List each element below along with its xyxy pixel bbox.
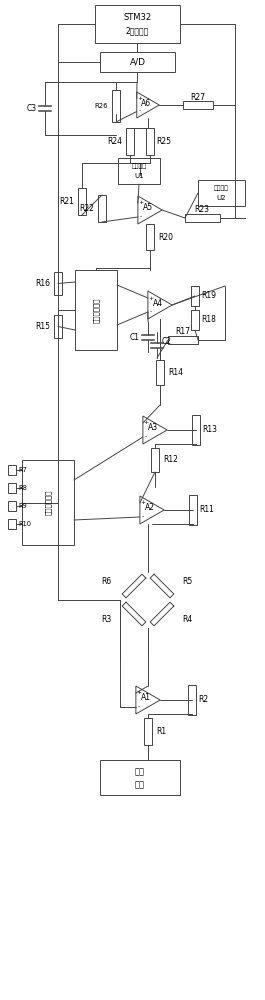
- Bar: [168, 336, 198, 344]
- Bar: [191, 310, 199, 330]
- Text: R3: R3: [102, 614, 112, 624]
- Text: 四路模拟开关: 四路模拟开关: [45, 490, 51, 515]
- Text: +: +: [140, 500, 145, 506]
- Text: C3: C3: [27, 104, 37, 113]
- Bar: [198, 180, 245, 206]
- Text: R17: R17: [175, 328, 191, 336]
- Bar: [146, 224, 154, 250]
- Text: U1: U1: [134, 173, 144, 179]
- Bar: [8, 465, 16, 475]
- Bar: [144, 718, 152, 745]
- Text: R26: R26: [94, 103, 108, 109]
- Text: 信号: 信号: [135, 780, 145, 789]
- Text: A6: A6: [141, 99, 151, 107]
- Text: R2: R2: [198, 696, 208, 704]
- Text: R8: R8: [18, 485, 27, 491]
- Text: R6: R6: [102, 576, 112, 585]
- Text: R23: R23: [195, 206, 210, 215]
- Bar: [112, 90, 120, 122]
- Bar: [118, 158, 160, 184]
- Text: A/D: A/D: [130, 57, 145, 66]
- Text: +: +: [148, 296, 153, 300]
- Text: A3: A3: [148, 424, 158, 432]
- Text: R7: R7: [18, 467, 27, 473]
- Text: R22: R22: [79, 204, 94, 213]
- Text: 参考信号: 参考信号: [131, 163, 147, 169]
- Text: +: +: [143, 420, 148, 426]
- Text: A5: A5: [143, 204, 153, 213]
- Text: A2: A2: [145, 504, 155, 512]
- Text: R4: R4: [182, 614, 192, 624]
- Text: -: -: [142, 514, 144, 520]
- Text: 参考信号: 参考信号: [214, 185, 229, 191]
- Bar: [8, 501, 16, 511]
- Bar: [78, 188, 86, 215]
- Text: -: -: [139, 108, 141, 113]
- Bar: [75, 270, 117, 350]
- Text: R11: R11: [199, 506, 214, 514]
- Bar: [126, 128, 134, 155]
- Text: R12: R12: [163, 456, 178, 464]
- Bar: [192, 415, 200, 445]
- Text: -: -: [140, 215, 142, 220]
- Bar: [185, 214, 220, 222]
- Text: R21: R21: [59, 197, 74, 206]
- Text: U2: U2: [217, 195, 226, 201]
- Bar: [146, 128, 154, 155]
- Text: STM32: STM32: [123, 13, 152, 22]
- Bar: [54, 315, 62, 338]
- Text: R5: R5: [182, 576, 192, 585]
- Text: R9: R9: [18, 503, 27, 509]
- Bar: [191, 286, 199, 306]
- Text: R19: R19: [201, 292, 216, 300]
- Bar: [156, 360, 164, 385]
- Text: -: -: [145, 434, 147, 440]
- Bar: [8, 519, 16, 529]
- Text: R15: R15: [35, 322, 50, 331]
- Text: R1: R1: [156, 727, 166, 736]
- Text: +: +: [138, 200, 144, 206]
- Text: R25: R25: [156, 137, 171, 146]
- Bar: [151, 448, 159, 472]
- Text: R24: R24: [107, 137, 122, 146]
- Bar: [100, 52, 175, 72]
- Text: A1: A1: [141, 694, 151, 702]
- Text: R20: R20: [158, 232, 173, 241]
- Text: R14: R14: [168, 368, 183, 377]
- Text: 二路可控开关: 二路可控开关: [93, 297, 99, 323]
- Text: R13: R13: [202, 426, 217, 434]
- Text: R27: R27: [191, 94, 205, 103]
- Bar: [22, 460, 74, 545]
- Text: +: +: [137, 97, 142, 102]
- Bar: [95, 5, 180, 43]
- Bar: [183, 101, 213, 109]
- Bar: [98, 195, 106, 222]
- Text: +: +: [136, 690, 142, 696]
- Text: 获取: 获取: [135, 768, 145, 777]
- Text: C1: C1: [130, 332, 140, 342]
- Text: A4: A4: [153, 298, 163, 308]
- Bar: [100, 760, 180, 795]
- Bar: [8, 483, 16, 493]
- Text: -: -: [138, 704, 140, 710]
- Text: R10: R10: [18, 521, 31, 527]
- Text: R16: R16: [35, 279, 50, 288]
- Text: C2: C2: [162, 338, 172, 347]
- Bar: [188, 685, 196, 715]
- Text: -: -: [150, 310, 152, 314]
- Bar: [189, 495, 197, 525]
- Text: 2控制芯片: 2控制芯片: [126, 26, 149, 35]
- Bar: [54, 272, 62, 295]
- Text: R18: R18: [201, 316, 216, 324]
